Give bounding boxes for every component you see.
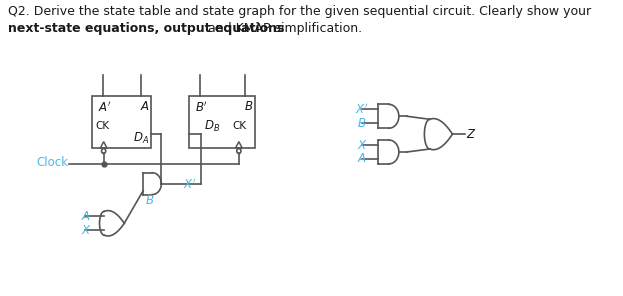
Text: $A$: $A$ bbox=[80, 210, 90, 223]
Text: $X$: $X$ bbox=[357, 139, 368, 152]
Text: Q2. Derive the state table and state graph for the given sequential circuit. Cle: Q2. Derive the state table and state gra… bbox=[8, 5, 591, 18]
Text: $B'$: $B'$ bbox=[195, 100, 208, 115]
Text: Clock: Clock bbox=[36, 156, 68, 169]
Text: $B$: $B$ bbox=[145, 194, 155, 207]
Text: and KMAP simplification.: and KMAP simplification. bbox=[204, 22, 363, 35]
Text: $A$: $A$ bbox=[140, 100, 150, 113]
Text: $D_A$: $D_A$ bbox=[133, 131, 150, 146]
Text: CK: CK bbox=[232, 121, 247, 131]
Text: $A'$: $A'$ bbox=[98, 100, 112, 115]
Text: $B$: $B$ bbox=[244, 100, 253, 113]
Text: CK: CK bbox=[95, 121, 110, 131]
Text: $A$: $A$ bbox=[357, 152, 367, 165]
Text: $X'$: $X'$ bbox=[355, 102, 369, 117]
Text: $X$: $X$ bbox=[80, 224, 92, 237]
Text: $Z$: $Z$ bbox=[467, 128, 477, 141]
Text: next-state equations, output equations: next-state equations, output equations bbox=[8, 22, 284, 35]
Text: $B$: $B$ bbox=[357, 117, 366, 130]
Text: $D_B$: $D_B$ bbox=[204, 119, 221, 134]
Text: $X'$: $X'$ bbox=[183, 178, 196, 192]
